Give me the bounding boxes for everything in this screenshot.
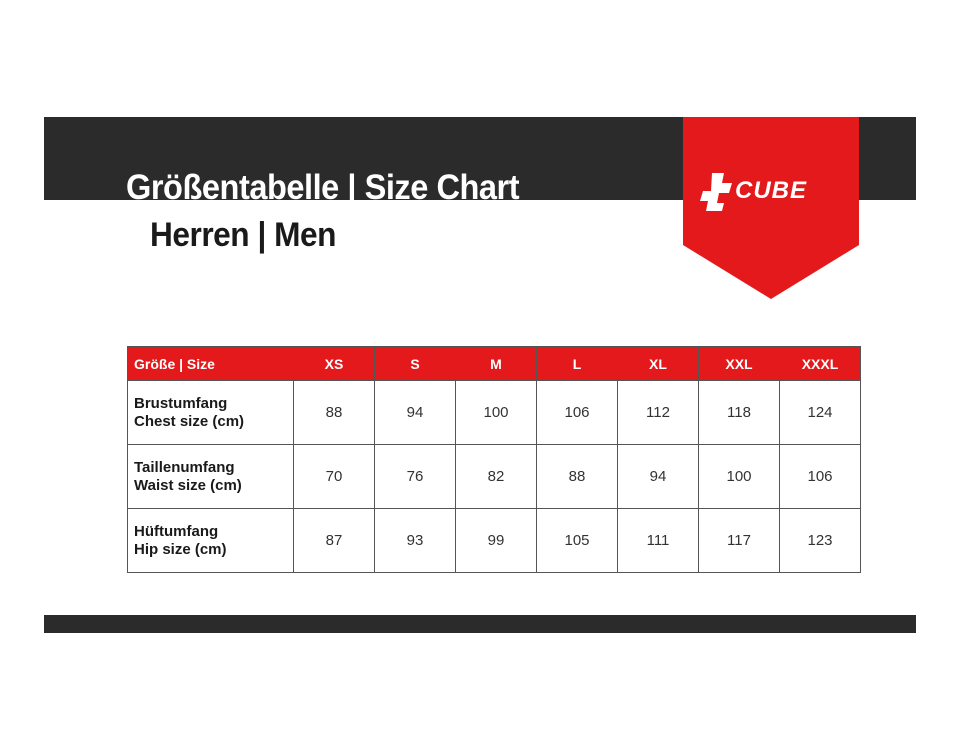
row-label-de: Taillenumfang [134, 458, 235, 476]
table-cell: 94 [617, 444, 699, 509]
table-cell: 106 [779, 444, 861, 509]
column-header: XS [293, 346, 375, 381]
column-header: L [536, 346, 618, 381]
row-label-en: Chest size (cm) [134, 412, 245, 430]
row-label-de: Hüftumfang [134, 522, 219, 540]
row-label: Brustumfang Chest size (cm) [127, 380, 294, 445]
page-subtitle: Herren | Men [150, 216, 337, 254]
table-cell: 99 [455, 508, 537, 573]
size-table: Größe | Size XS S M L XL XXL XXXL Brustu… [127, 346, 861, 573]
table-cell: 124 [779, 380, 861, 445]
table-cell: 100 [455, 380, 537, 445]
table-header-row: Größe | Size XS S M L XL XXL XXXL [127, 346, 861, 381]
row-label-de: Brustumfang [134, 394, 228, 412]
page-title: Größentabelle | Size Chart [126, 168, 520, 200]
table-cell: 88 [536, 444, 618, 509]
row-label-en: Hip size (cm) [134, 540, 227, 558]
row-label: Hüftumfang Hip size (cm) [127, 508, 294, 573]
table-cell: 117 [698, 508, 780, 573]
table-cell: 111 [617, 508, 699, 573]
row-label: Taillenumfang Waist size (cm) [127, 444, 294, 509]
column-header: XXL [698, 346, 780, 381]
table-cell: 87 [293, 508, 375, 573]
table-row: Taillenumfang Waist size (cm) 70 76 82 88… [127, 444, 861, 509]
column-header: XXXL [779, 346, 861, 381]
table-cell: 76 [374, 444, 456, 509]
table-cell: 123 [779, 508, 861, 573]
table-row: Hüftumfang Hip size (cm) 87 93 99 105 111… [127, 508, 861, 573]
brand-banner [683, 117, 859, 299]
row-label-en: Waist size (cm) [134, 476, 242, 494]
table-cell: 93 [374, 508, 456, 573]
brand-logo-text: CUBE [735, 177, 808, 204]
table-cell: 118 [698, 380, 780, 445]
table-cell: 106 [536, 380, 618, 445]
cube-logo-icon [700, 173, 732, 211]
column-header: M [455, 346, 537, 381]
table-cell: 94 [374, 380, 456, 445]
column-header: XL [617, 346, 699, 381]
table-cell: 88 [293, 380, 375, 445]
table-cell: 100 [698, 444, 780, 509]
table-cell: 70 [293, 444, 375, 509]
footer-band [44, 615, 916, 633]
table-row: Brustumfang Chest size (cm) 88 94 100 106… [127, 380, 861, 445]
table-cell: 112 [617, 380, 699, 445]
table-cell: 82 [455, 444, 537, 509]
table-cell: 105 [536, 508, 618, 573]
column-header: S [374, 346, 456, 381]
column-header: Größe | Size [127, 346, 294, 381]
